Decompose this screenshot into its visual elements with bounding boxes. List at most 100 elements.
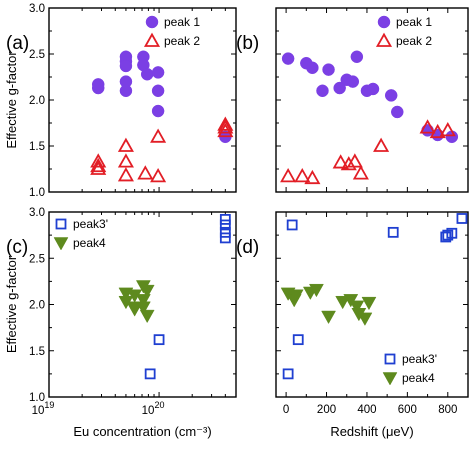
data-point bbox=[90, 157, 107, 173]
legend-marker bbox=[143, 32, 161, 47]
x-tick-label: 0 bbox=[283, 404, 289, 416]
data-point bbox=[90, 160, 107, 175]
legend-marker bbox=[145, 15, 159, 29]
y-tick-label: 2.0 bbox=[29, 300, 45, 312]
data-point bbox=[316, 84, 329, 98]
panel-a: 1.0 1.5 2.0 2.5 3.0 Effective g-factor(a) peak… bbox=[4, 3, 237, 199]
x-tick-label: 800 bbox=[438, 404, 457, 416]
data-point bbox=[139, 284, 155, 299]
data-point bbox=[119, 59, 133, 73]
x-tick-label: 1020 bbox=[142, 400, 165, 417]
data-point bbox=[349, 300, 365, 314]
panel-b: (b) peak 1 peak 2 bbox=[236, 7, 469, 193]
series-peak-2 bbox=[90, 116, 234, 183]
x-tick-label: 400 bbox=[357, 404, 376, 416]
data-point bbox=[419, 119, 436, 134]
x-tick-exponent: 20 bbox=[154, 400, 164, 410]
data-point bbox=[304, 169, 321, 185]
data-point bbox=[150, 168, 167, 183]
data-point bbox=[153, 334, 165, 346]
data-point bbox=[139, 309, 155, 324]
panel-letter: (a) bbox=[6, 33, 29, 54]
data-point bbox=[456, 213, 468, 224]
x-axis-label: Eu concentration (cm⁻³) bbox=[73, 424, 211, 439]
y-tick-label: 1.5 bbox=[29, 346, 45, 358]
data-point bbox=[117, 137, 134, 152]
data-point bbox=[91, 78, 105, 91]
legend: peak3' peak4 bbox=[53, 217, 108, 251]
legend-label: peak 1 bbox=[396, 15, 432, 29]
data-point bbox=[135, 301, 151, 315]
data-point bbox=[117, 167, 134, 182]
y-tick-label: 2.0 bbox=[29, 95, 45, 107]
x-axis-label: Redshift (μeV) bbox=[330, 424, 413, 439]
data-point bbox=[286, 219, 298, 231]
x-tick-base: 10 bbox=[32, 405, 45, 417]
plot-frame bbox=[275, 7, 469, 193]
y-tick-label: 3.0 bbox=[29, 207, 45, 219]
legend-label: peak3' bbox=[402, 352, 437, 366]
data-point bbox=[280, 168, 297, 183]
data-point bbox=[352, 165, 369, 180]
legend-marker bbox=[375, 32, 393, 47]
data-point bbox=[335, 295, 351, 310]
panel-letter: (c) bbox=[6, 237, 28, 258]
data-point bbox=[119, 84, 133, 98]
data-point bbox=[346, 75, 360, 88]
data-point bbox=[387, 226, 399, 238]
series-peak-1 bbox=[281, 50, 459, 144]
legend-label: peak 2 bbox=[396, 34, 432, 48]
plot-frame bbox=[48, 7, 237, 193]
data-point bbox=[294, 168, 311, 183]
x-tick-label: 1019 bbox=[32, 400, 55, 417]
legend: peak 1 peak 2 bbox=[375, 15, 432, 48]
data-point bbox=[384, 89, 398, 102]
series-peak3- bbox=[144, 213, 231, 380]
data-point bbox=[151, 66, 165, 79]
data-point bbox=[361, 296, 377, 311]
data-point bbox=[117, 153, 134, 168]
data-point bbox=[366, 82, 380, 96]
y-tick-label: 1.0 bbox=[29, 187, 45, 199]
series-peak4 bbox=[118, 280, 155, 324]
y-tick-label: 2.5 bbox=[29, 253, 45, 265]
series-peak3- bbox=[282, 213, 468, 380]
data-point bbox=[217, 119, 234, 134]
legend-marker bbox=[382, 372, 398, 386]
data-point bbox=[306, 61, 319, 75]
legend-marker bbox=[384, 353, 396, 365]
data-point bbox=[340, 156, 357, 171]
data-point bbox=[446, 227, 458, 239]
data-point bbox=[140, 67, 154, 81]
data-point bbox=[219, 232, 231, 244]
data-point bbox=[151, 104, 165, 118]
data-point bbox=[350, 50, 364, 64]
data-point bbox=[151, 84, 165, 98]
legend-label: peak4 bbox=[73, 236, 106, 250]
data-point bbox=[90, 153, 107, 168]
series-peak-2 bbox=[280, 119, 456, 185]
data-point bbox=[144, 368, 156, 380]
y-tick-label: 3.0 bbox=[29, 3, 45, 15]
panel-letter: (b) bbox=[236, 33, 259, 54]
data-point bbox=[288, 289, 304, 303]
data-point bbox=[321, 310, 336, 325]
data-point bbox=[137, 165, 154, 180]
legend-marker bbox=[55, 218, 67, 230]
y-tick-label: 1.5 bbox=[29, 141, 45, 153]
legend: peak3' peak4 bbox=[382, 352, 437, 386]
series-peak4 bbox=[280, 283, 377, 326]
legend: peak 1 peak 2 bbox=[143, 15, 200, 48]
legend-label: peak4 bbox=[402, 371, 435, 385]
data-point bbox=[429, 123, 446, 139]
data-point bbox=[333, 81, 346, 95]
data-point bbox=[373, 137, 390, 152]
data-point bbox=[346, 153, 363, 168]
y-axis-label: Effective g-factor bbox=[4, 51, 19, 149]
data-point bbox=[292, 334, 304, 346]
panel-letter: (d) bbox=[236, 237, 259, 258]
x-tick-base: 10 bbox=[142, 405, 155, 417]
y-tick-label: 1.0 bbox=[29, 392, 45, 404]
